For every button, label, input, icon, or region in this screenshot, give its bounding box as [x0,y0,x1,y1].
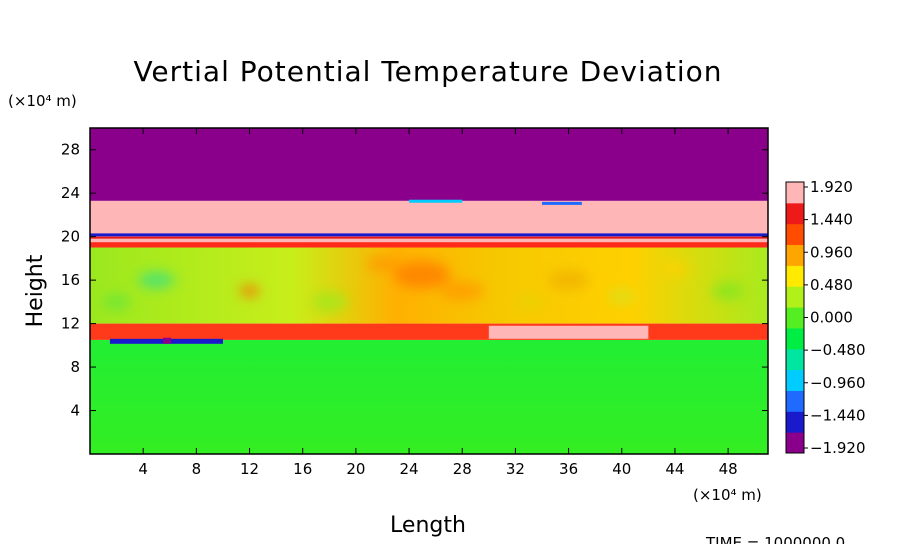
colorbar-tick-label: 0.960 [810,243,853,261]
region-lower-interface [90,323,768,340]
x-tick-label: 32 [506,460,525,478]
interface-pink-patch [488,325,649,339]
y-axis: 4 8 12 16 20 24 28 [61,141,768,420]
texture-blob [311,291,348,312]
colorbar-tick-label: 0.000 [810,309,853,327]
colorbar-segment [786,369,804,391]
colorbar-tick-label: −0.960 [810,374,866,392]
texture-blob [366,257,399,270]
colorbar-segment [786,202,804,225]
top-edge-blue-patch [542,201,582,205]
x-tick-label: 16 [293,460,312,478]
texture-blob [607,288,636,305]
colorbar-tick-label: −0.480 [810,341,866,359]
x-tick-label: 20 [346,460,365,478]
texture-blob [660,261,689,278]
y-tick-label: 12 [61,315,80,333]
interface-red-line [90,236,768,239]
texture-blob [712,282,745,300]
texture-blob [548,270,589,291]
region-upper-interface-red [90,242,768,248]
interface-blue-line [90,233,768,237]
x-tick-label: 28 [453,460,472,478]
y-axis-label: Height [23,254,48,327]
time-label: TIME = 1000000.0 [705,534,845,544]
x-tick-label: 48 [719,460,738,478]
top-edge-cyan-patch [409,199,463,203]
y-axis-unit: (×10⁴ m) [8,92,77,110]
texture-blob [512,294,545,309]
colorbar-segment [786,348,804,371]
region-lower-layer [90,339,768,454]
colorbar-segment [786,307,804,329]
x-tick-label: 40 [612,460,631,478]
x-axis-label: Length [390,513,466,538]
x-tick-label: 44 [665,460,684,478]
colorbar-tick-label: 1.440 [810,211,853,229]
colorbar-segment [786,244,804,266]
colorbar-segment [786,411,804,433]
texture-blobs [102,257,745,312]
x-tick-label: 36 [559,460,578,478]
colorbar-tick-label: −1.920 [810,439,866,457]
texture-blob [102,293,131,310]
colorbar-tick-label: 1.920 [810,178,853,196]
colorbar-segment [786,286,804,308]
x-tick-label: 12 [240,460,259,478]
colorbar-tick-label: 0.480 [810,276,853,294]
y-tick-label: 8 [70,358,80,376]
y-tick-label: 28 [61,141,80,159]
colorbar-segment [786,265,804,287]
y-tick-label: 24 [61,184,80,202]
texture-blob [394,260,451,289]
plot-frame [89,127,769,455]
x-axis: 4 8 12 16 20 24 28 32 36 40 44 48 [138,128,738,478]
texture-blob [239,285,260,297]
colorbar-segment [786,432,804,454]
colorbar-segment [786,223,804,246]
y-tick-label: 4 [70,402,80,420]
x-tick-label: 4 [138,460,148,478]
y-tick-label: 16 [61,271,80,289]
region-top-layer [90,128,768,201]
texture-blob [138,272,175,289]
y-tick-label: 20 [61,228,80,246]
texture-blob [440,281,485,301]
interface-purple-patch [163,337,172,344]
colorbar-segment [786,182,804,204]
colorbar: 1.920 1.440 0.960 0.480 0.000 −0.480 −0.960 −1.… [785,178,866,457]
x-tick-label: 8 [192,460,202,478]
colorbar-segment [786,327,804,350]
x-tick-label: 24 [400,460,419,478]
colorbar-tick-label: −1.440 [810,406,866,424]
heatmap-field [90,128,768,454]
colorbar-segment [786,390,804,412]
chart-title: Vertial Potential Temperature Deviation [133,55,722,88]
x-axis-unit: (×10⁴ m) [693,486,762,504]
